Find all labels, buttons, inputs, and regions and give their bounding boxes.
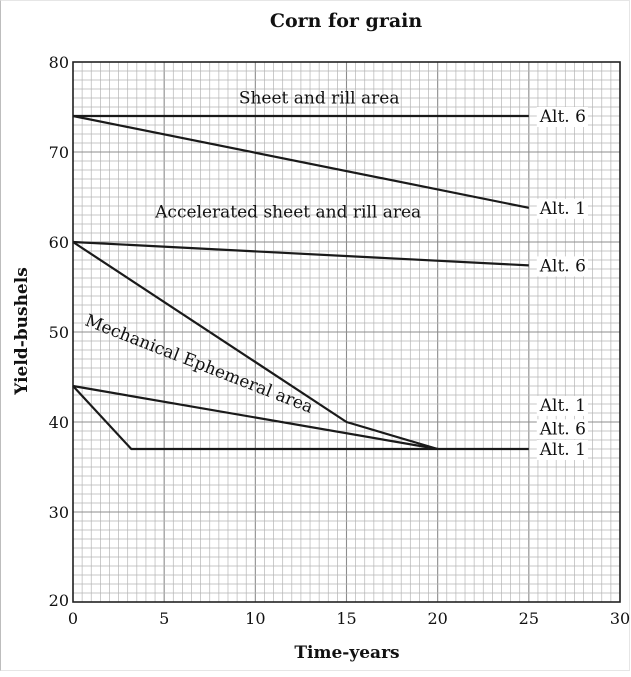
x-tick-label: 20 — [427, 609, 447, 628]
area-label: Sheet and rill area — [239, 88, 400, 108]
x-tick-label: 0 — [68, 609, 78, 628]
label-backing — [536, 419, 588, 440]
x-tick-label: 10 — [245, 609, 265, 628]
y-tick-label: 40 — [49, 413, 69, 432]
y-tick-label: 20 — [49, 591, 69, 610]
label-backing — [536, 107, 588, 127]
tick-labels: 0 5 10 15 20 25 30 20 30 40 50 60 70 80 — [49, 53, 631, 628]
y-tick-label: 70 — [49, 143, 69, 162]
y-tick-label: 50 — [49, 323, 69, 342]
alternative-label: Alt. 6 — [539, 256, 586, 276]
alternative-label: Alt. 6 — [539, 107, 586, 127]
x-tick-label: 5 — [159, 609, 169, 628]
x-tick-label: 15 — [336, 609, 356, 628]
alternative-label: Alt. 1 — [539, 440, 586, 460]
plot-border — [72, 61, 621, 603]
label-backing — [536, 198, 588, 219]
y-tick-label: 80 — [49, 53, 69, 72]
series-line — [72, 114, 530, 209]
y-axis-title: Yield-bushels — [12, 267, 32, 396]
series-line — [72, 240, 529, 267]
alternative-label: Alt. 1 — [539, 396, 586, 416]
area-label: Mechanical Ephemeral area — [82, 311, 316, 418]
label-backing — [536, 395, 588, 416]
chart-title: Corn for grain — [270, 10, 423, 32]
grid-lines — [72, 61, 621, 603]
y-tick-label: 60 — [49, 233, 69, 252]
alternative-label: Alt. 1 — [539, 199, 586, 219]
x-axis-title: Time-years — [294, 643, 399, 663]
label-backing — [536, 256, 588, 277]
y-tick-label: 30 — [49, 503, 69, 522]
series-lines — [72, 114, 530, 451]
alternative-label: Alt. 6 — [539, 419, 586, 439]
label-backing — [536, 440, 588, 460]
x-tick-label: 30 — [610, 609, 630, 628]
area-label: Accelerated sheet and rill area — [154, 203, 421, 223]
series-line — [72, 241, 439, 451]
x-tick-label: 25 — [519, 609, 539, 628]
series-line — [72, 385, 529, 451]
series-line — [72, 384, 438, 451]
